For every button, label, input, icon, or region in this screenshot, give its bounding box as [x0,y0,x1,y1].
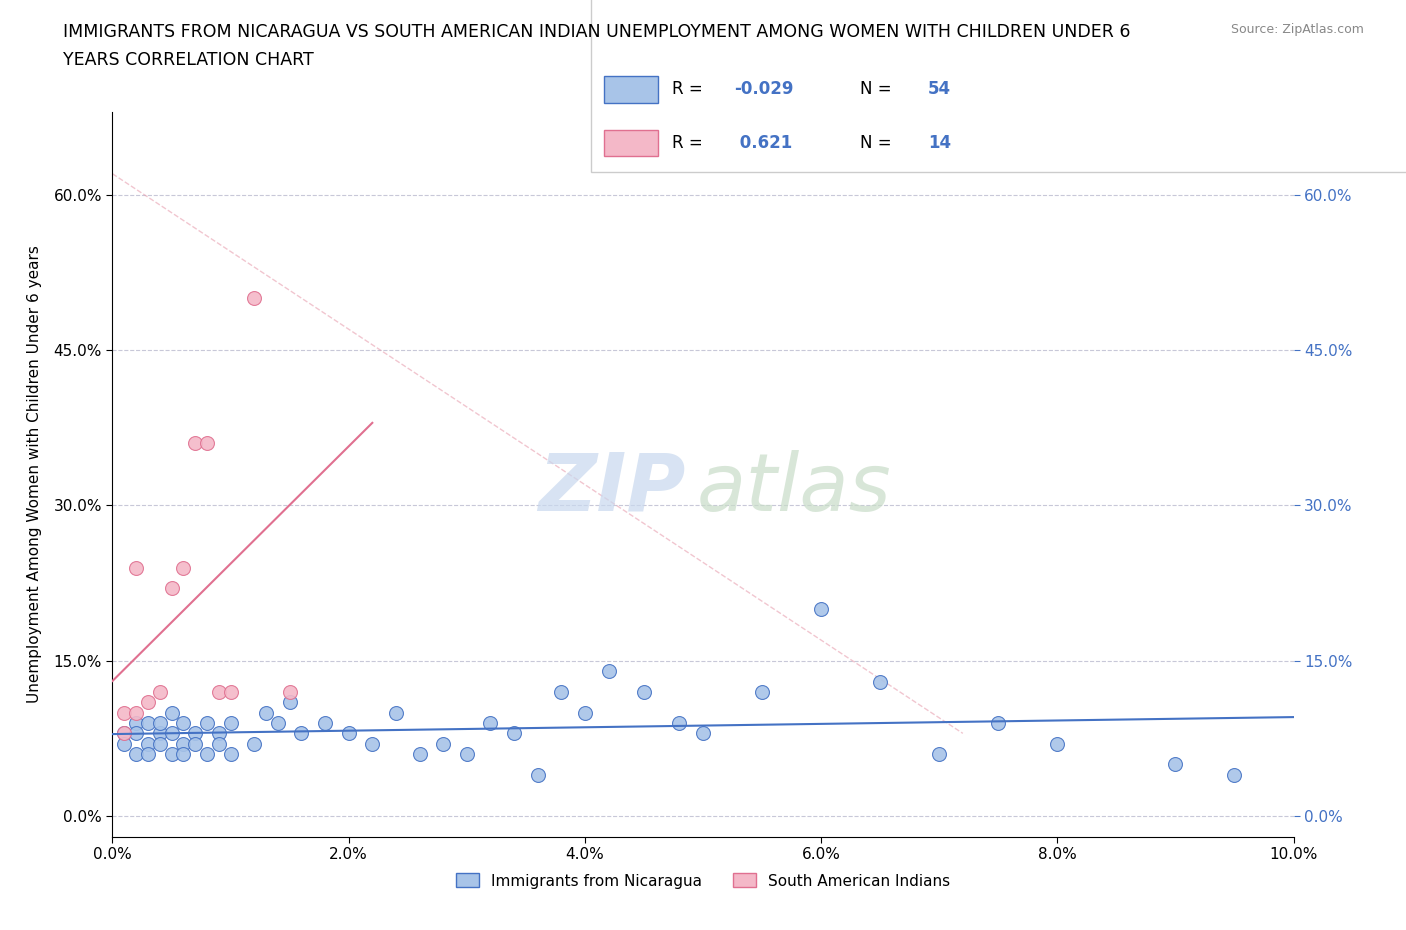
Point [503,726,526,741]
Point [208,684,231,699]
Point [408,747,430,762]
Point [598,664,620,679]
Point [278,684,301,699]
Point [219,684,242,699]
Point [574,705,596,720]
Point [633,684,655,699]
Point [219,715,242,730]
Point [195,715,218,730]
Point [290,726,312,741]
Point [149,684,172,699]
Point [219,747,242,762]
Point [928,747,950,762]
Point [149,726,172,741]
Text: R =: R = [672,134,702,152]
Point [267,715,290,730]
FancyBboxPatch shape [605,76,658,103]
Point [243,291,266,306]
Point [1046,737,1069,751]
Point [112,705,135,720]
Point [184,737,207,751]
Point [479,715,502,730]
Point [112,737,135,751]
Point [692,726,714,741]
Text: YEARS CORRELATION CHART: YEARS CORRELATION CHART [63,51,314,69]
Point [668,715,690,730]
Point [136,715,159,730]
Text: R =: R = [672,81,702,99]
Point [172,560,194,575]
Point [112,726,135,741]
Text: IMMIGRANTS FROM NICARAGUA VS SOUTH AMERICAN INDIAN UNEMPLOYMENT AMONG WOMEN WITH: IMMIGRANTS FROM NICARAGUA VS SOUTH AMERI… [63,23,1130,41]
Point [432,737,454,751]
Point [869,674,891,689]
Point [987,715,1010,730]
Text: -0.029: -0.029 [734,81,794,99]
Text: ZIP: ZIP [538,450,685,528]
Legend: Immigrants from Nicaragua, South American Indians: Immigrants from Nicaragua, South America… [450,868,956,895]
Text: 0.621: 0.621 [734,134,793,152]
Point [136,737,159,751]
Y-axis label: Unemployment Among Women with Children Under 6 years: Unemployment Among Women with Children U… [28,246,42,703]
Point [526,767,548,782]
Point [160,726,183,741]
Text: atlas: atlas [697,450,891,528]
Point [160,705,183,720]
Text: N =: N = [860,81,891,99]
Text: Source: ZipAtlas.com: Source: ZipAtlas.com [1230,23,1364,36]
Point [125,726,148,741]
Point [184,726,207,741]
Point [172,737,194,751]
Point [456,747,478,762]
Point [172,715,194,730]
Point [160,581,183,596]
Point [243,737,266,751]
Point [195,747,218,762]
Point [149,715,172,730]
Point [136,747,159,762]
Point [125,705,148,720]
Point [278,695,301,710]
Point [1164,757,1187,772]
Point [751,684,773,699]
Point [208,726,231,741]
Point [184,436,207,451]
Point [810,602,832,617]
Text: 14: 14 [928,134,950,152]
Point [125,715,148,730]
FancyBboxPatch shape [591,0,1406,172]
Point [314,715,336,730]
Point [195,436,218,451]
Point [1223,767,1246,782]
Point [125,560,148,575]
Point [337,726,360,741]
FancyBboxPatch shape [605,129,658,156]
Text: 54: 54 [928,81,950,99]
Point [149,737,172,751]
Point [136,695,159,710]
Point [160,747,183,762]
Point [361,737,384,751]
Point [254,705,277,720]
Point [125,747,148,762]
Text: N =: N = [860,134,891,152]
Point [385,705,408,720]
Point [208,737,231,751]
Point [112,726,135,741]
Point [550,684,572,699]
Point [172,747,194,762]
